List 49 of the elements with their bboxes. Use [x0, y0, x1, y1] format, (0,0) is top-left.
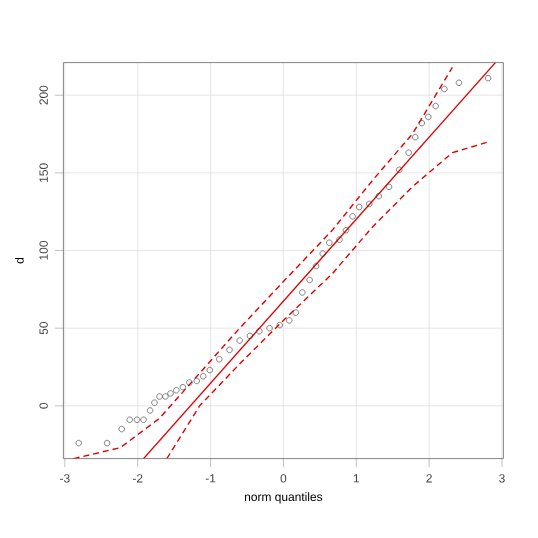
point: [236, 337, 243, 344]
point: [246, 332, 253, 340]
point: [276, 321, 283, 329]
point: [412, 134, 419, 141]
point: [167, 390, 174, 397]
point: [349, 213, 356, 220]
point: [441, 85, 448, 93]
point: [133, 416, 141, 423]
point: [385, 183, 393, 190]
point: [173, 387, 180, 394]
point: [375, 193, 382, 200]
line-series: [72, 66, 454, 459]
point: [226, 346, 233, 353]
point: [146, 407, 154, 414]
point: [200, 373, 207, 380]
point: [455, 79, 463, 86]
point: [336, 236, 343, 243]
point: [156, 393, 163, 400]
point: [356, 203, 363, 211]
point: [151, 399, 158, 406]
point: [179, 384, 186, 391]
point: [140, 416, 147, 423]
point: [186, 379, 193, 386]
point: [104, 439, 111, 447]
point: [432, 102, 439, 110]
point: [75, 439, 82, 447]
point: [326, 239, 333, 246]
point: [118, 426, 125, 433]
point: [425, 113, 432, 121]
point: [396, 166, 403, 173]
point: [366, 200, 373, 208]
point: [162, 393, 169, 400]
point: [206, 366, 213, 374]
point: [418, 120, 425, 127]
point: [126, 416, 133, 423]
point: [485, 75, 492, 82]
point: [256, 328, 263, 335]
point: [193, 377, 200, 385]
point: [292, 309, 299, 316]
line-series: [166, 141, 490, 459]
point: [306, 276, 313, 284]
point: [319, 250, 326, 257]
point: [405, 149, 412, 156]
point: [299, 289, 306, 296]
point: [266, 325, 273, 332]
point: [286, 317, 293, 324]
point: [342, 227, 350, 234]
point: [313, 262, 320, 270]
point: [216, 356, 223, 363]
